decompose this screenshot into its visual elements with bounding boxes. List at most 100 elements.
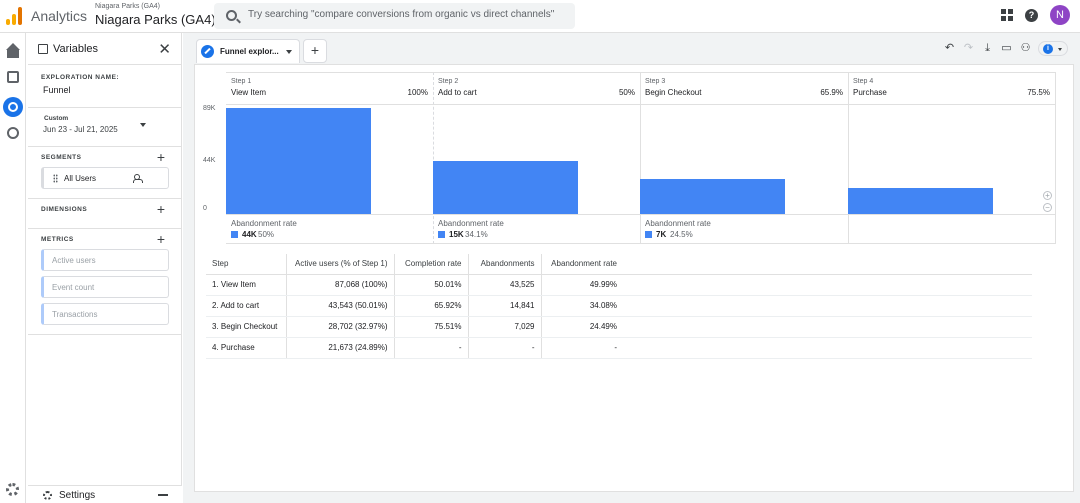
property-account[interactable]: Niagara Parks (GA4) [95,3,160,10]
abandonment-swatch [645,231,652,238]
variables-header: Variables ✕ [28,33,181,65]
undo-icon[interactable]: ↶ [944,42,955,54]
y-tick-label: 44K [203,157,216,164]
funnel-step[interactable]: Step 1 View Item 100% Abandonment rate 4… [226,72,433,244]
chevron-down-icon[interactable] [286,50,292,54]
add-dimension-button[interactable]: + [156,201,165,217]
chevron-down-icon[interactable] [140,123,146,127]
dimensions-label: DIMENSIONS [41,206,88,213]
abandonment-footer: Abandonment rate 15K 34.1% [433,215,640,244]
property-selector[interactable]: Niagara Parks (GA4) [95,12,216,27]
segment-chip[interactable]: All Users [41,167,169,189]
app-name: Analytics [31,8,88,24]
abandonment-swatch [438,231,445,238]
add-segment-button[interactable]: + [156,149,165,165]
settings-gear-icon [43,491,52,500]
table-row[interactable]: 3. Begin Checkout 28,702 (32.97%) 75.51%… [206,316,1032,338]
funnel-step[interactable]: Step 4 Purchase 75.5% [848,72,1055,244]
funnel-bar[interactable] [848,187,993,214]
abandonment-value: 44K [242,230,257,239]
step-header: Step 2 Add to cart 50% [433,72,640,105]
funnel-bar[interactable] [640,179,785,214]
step-divider [433,72,434,244]
admin-gear-icon[interactable] [6,483,19,496]
home-icon[interactable] [5,43,21,59]
funnel-bar[interactable] [433,161,578,214]
table-cell: 75.51% [394,316,469,338]
column-header[interactable]: Completion rate [394,254,469,275]
funnel-chart: Step 1 View Item 100% Abandonment rate 4… [226,72,1056,244]
table-cell: 43,525 [468,274,542,296]
funnel-step[interactable]: Step 2 Add to cart 50% Abandonment rate … [433,72,640,244]
insights-button[interactable]: i [1038,41,1068,56]
table-cell: 1. View Item [206,274,287,296]
table-cell: 87,068 (100%) [286,274,395,296]
settings-label: Settings [59,490,96,501]
step-number: Step 3 [645,78,666,85]
collapse-icon[interactable] [158,494,168,496]
table-row[interactable]: 4. Purchase 21,673 (24.89%) - - - [206,337,1032,359]
column-header[interactable]: Active users (% of Step 1) [286,254,395,275]
share-user-icon[interactable]: ⚇ [1020,42,1031,54]
y-tick-label: 89K [203,105,216,112]
table-cell: 3. Begin Checkout [206,316,287,338]
advertising-icon[interactable] [7,127,19,139]
y-tick-label: 0 [203,205,207,212]
left-nav [0,33,26,503]
table-cell: - [541,337,623,359]
add-metric-button[interactable]: + [156,231,165,247]
abandonment-footer: Abandonment rate 44K 50% [226,215,433,244]
step-name: View Item [231,88,266,97]
avatar[interactable]: N [1050,5,1070,25]
date-range-section[interactable]: Custom Jun 23 - Jul 21, 2025 [28,108,181,147]
zoom-out-icon[interactable]: − [1043,203,1052,212]
help-icon[interactable]: ? [1025,8,1038,22]
date-range-value[interactable]: Jun 23 - Jul 21, 2025 [43,125,118,134]
metric-chip-event-count[interactable]: Event count [41,276,169,298]
download-icon[interactable]: ⤓ [985,42,990,54]
drag-handle-icon[interactable] [53,174,58,183]
settings-bar[interactable]: Settings [28,485,182,503]
search-placeholder: Try searching "compare conversions from … [248,9,555,20]
search-bar[interactable]: Try searching "compare conversions from … [214,3,575,29]
explore-icon[interactable] [3,97,23,117]
export-folder-icon[interactable]: ▭ [1001,42,1012,54]
zoom-in-icon[interactable]: + [1043,191,1052,200]
step-header: Step 1 View Item 100% [226,72,433,105]
column-header[interactable]: Abandonments [468,254,542,275]
apps-grid-icon[interactable] [1001,9,1013,21]
add-tab-button[interactable]: + [303,39,327,63]
column-header[interactable]: Abandonment rate [541,254,623,275]
step-percent: 65.9% [820,88,843,97]
funnel-bar[interactable] [226,108,371,214]
table-cell: 65.92% [394,295,469,317]
info-icon: i [1043,44,1053,54]
abandonment-value: 15K [449,230,464,239]
abandonment-percent: 24.5% [670,230,693,239]
table-row[interactable]: 1. View Item 87,068 (100%) 50.01% 43,525… [206,274,1032,296]
analytics-logo-icon[interactable] [6,7,22,25]
step-bar-area [848,105,1055,215]
tab-funnel-exploration[interactable]: Funnel explor... [196,39,300,63]
table-cell: 21,673 (24.89%) [286,337,395,359]
column-header[interactable]: Step [206,254,287,275]
step-header: Step 4 Purchase 75.5% [848,72,1055,105]
step-number: Step 2 [438,78,459,85]
metric-chip-active-users[interactable]: Active users [41,249,169,271]
metric-label: Event count [52,283,95,292]
abandonment-percent: 34.1% [465,230,488,239]
redo-icon[interactable]: ↷ [963,42,974,54]
exploration-name-input[interactable]: Funnel [43,85,71,95]
chevron-down-icon [1058,48,1062,51]
table-cell: - [394,337,469,359]
funnel-step[interactable]: Step 3 Begin Checkout 65.9% Abandonment … [640,72,848,244]
metric-chip-transactions[interactable]: Transactions [41,303,169,325]
close-icon[interactable]: ✕ [158,41,171,58]
exploration-name-section: EXPLORATION NAME: Funnel [28,65,181,108]
funnel-table: Step Active users (% of Step 1) Completi… [206,254,1032,359]
variables-panel: Variables ✕ EXPLORATION NAME: Funnel Cus… [28,33,182,503]
table-row[interactable]: 2. Add to cart 43,543 (50.01%) 65.92% 14… [206,295,1032,317]
segments-section: SEGMENTS + All Users [28,147,181,199]
reports-icon[interactable] [7,71,19,83]
step-header: Step 3 Begin Checkout 65.9% [640,72,848,105]
